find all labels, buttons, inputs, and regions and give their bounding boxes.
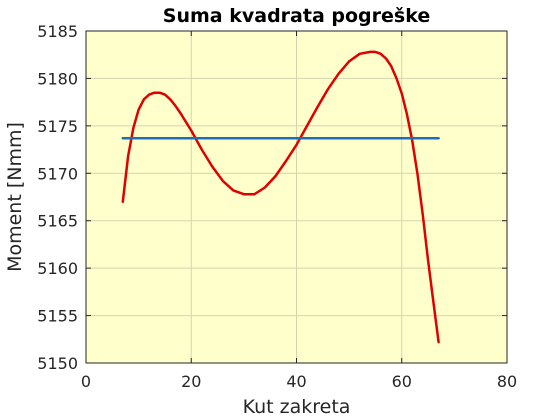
x-tick-label: 0 [81, 372, 91, 391]
y-tick-label: 5160 [37, 259, 78, 278]
y-tick-label: 5170 [37, 164, 78, 183]
x-tick-label: 60 [392, 372, 412, 391]
chart-title: Suma kvadrata pogreške [163, 5, 430, 27]
x-axis-label: Kut zakreta [243, 396, 351, 418]
y-axis-label: Moment [Nmm] [4, 122, 26, 272]
y-tick-label: 5185 [37, 22, 78, 41]
y-tick-label: 5150 [37, 354, 78, 373]
y-tick-label: 5165 [37, 212, 78, 231]
y-tick-label: 5175 [37, 117, 78, 136]
x-ticks: 0 20 40 60 80 [81, 31, 517, 391]
y-ticks: 5150 5155 5160 5165 5170 5175 5180 5185 [37, 22, 507, 373]
y-tick-label: 5155 [37, 307, 78, 326]
x-tick-label: 20 [181, 372, 201, 391]
x-tick-label: 80 [497, 372, 517, 391]
grid [85, 30, 508, 364]
series-group [121, 50, 440, 344]
y-tick-label: 5180 [37, 69, 78, 88]
x-tick-label: 40 [286, 372, 306, 391]
series-line-1 [121, 50, 440, 344]
